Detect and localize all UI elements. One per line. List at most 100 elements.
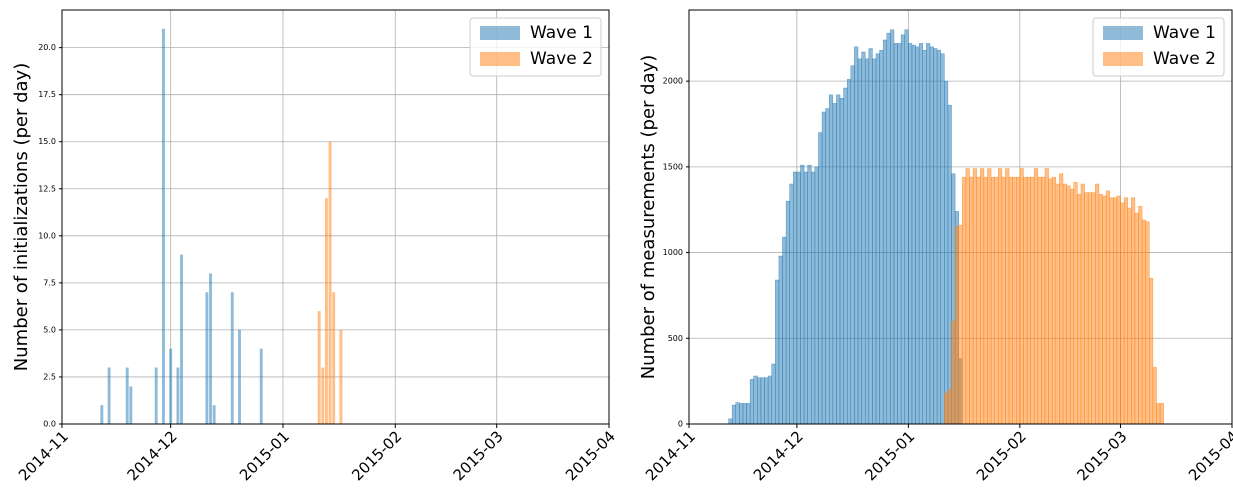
bar [317, 311, 321, 424]
bar [803, 171, 808, 425]
bar [205, 292, 209, 424]
x-tick-label: 2015-01 [861, 427, 918, 484]
bar [1141, 219, 1146, 425]
x-tick-label: 2014-12 [750, 427, 807, 484]
bar [832, 103, 837, 425]
bar [180, 254, 183, 424]
bar [951, 320, 956, 425]
bar [897, 43, 902, 425]
bar [846, 79, 852, 425]
bar [1059, 173, 1064, 425]
bar [811, 171, 816, 425]
bar [918, 43, 923, 425]
bar [1084, 192, 1089, 425]
bar [900, 34, 906, 425]
bar [767, 375, 772, 425]
legend-label: Wave 2 [1153, 49, 1216, 69]
bar [1131, 197, 1136, 425]
bar [775, 279, 780, 425]
bar [238, 329, 241, 424]
bar [1123, 197, 1128, 425]
bar [980, 168, 985, 425]
bar [100, 405, 104, 424]
bar [1105, 190, 1110, 425]
plot-frame [61, 9, 610, 425]
bar [976, 176, 981, 425]
bar [1087, 192, 1093, 425]
bar [154, 367, 158, 424]
bar [886, 32, 891, 425]
x-tick-label: 2015-02 [973, 427, 1030, 484]
bar [1116, 195, 1121, 425]
bar [129, 386, 133, 424]
bar [1055, 183, 1060, 425]
legend-label: Wave 1 [530, 23, 593, 43]
bar [1159, 403, 1164, 425]
bar [749, 379, 754, 425]
x-tick-label: 2015-03 [450, 427, 507, 484]
bar [764, 377, 769, 425]
bar [814, 166, 819, 425]
bar [793, 171, 798, 425]
bar [926, 43, 931, 425]
y-tick-label: 10.0 [38, 231, 56, 240]
bar [1073, 182, 1078, 425]
bar [796, 171, 801, 425]
bar [933, 48, 938, 425]
bar [800, 164, 805, 425]
legend-label: Wave 2 [530, 49, 593, 69]
x-tick-label: 2015-04 [1185, 427, 1233, 484]
bar [771, 363, 776, 425]
bar [864, 58, 870, 425]
bar [778, 255, 783, 425]
y-axis-label: Number of measurements (per day) [638, 55, 659, 380]
bar [735, 402, 740, 425]
y-tick-label: 500 [668, 334, 683, 343]
bar [861, 51, 866, 425]
bar [1012, 176, 1017, 425]
bar [760, 377, 765, 425]
plot: 2014-11 2014-12 2015-01 2015-02 2015-03 2015-… [11, 9, 619, 484]
bar [893, 43, 898, 425]
bar [879, 50, 884, 425]
bar [1098, 194, 1103, 425]
bar [990, 176, 995, 425]
bar [836, 94, 841, 425]
bar [1109, 197, 1114, 425]
bar [328, 141, 332, 424]
bar [854, 46, 859, 425]
bar [994, 176, 999, 425]
bar [987, 168, 992, 425]
bar [972, 168, 977, 425]
bar [890, 29, 895, 425]
bar [998, 168, 1003, 425]
legend-label: Wave 1 [1153, 23, 1216, 43]
bar [807, 164, 812, 425]
bar [868, 48, 873, 425]
bar [209, 273, 212, 424]
bar [321, 367, 325, 424]
bar [1069, 188, 1075, 425]
bar [969, 176, 974, 425]
bar [882, 39, 888, 425]
y-tick-label: 20.0 [38, 43, 56, 52]
bar [875, 53, 880, 425]
bar [825, 108, 830, 425]
bar [929, 46, 934, 425]
x-tick-label: 2014-12 [124, 427, 181, 484]
bar [818, 132, 823, 425]
y-tick-label: 2.5 [43, 372, 56, 381]
bar [983, 176, 988, 425]
bar [728, 418, 733, 425]
bar [1033, 168, 1039, 425]
bar [789, 183, 794, 425]
bar [753, 375, 758, 425]
bar [1152, 367, 1157, 425]
bar [1008, 176, 1013, 425]
x-tick-label: 2015-03 [1073, 427, 1130, 484]
bar [1095, 183, 1100, 425]
bar [1145, 221, 1150, 425]
bar [782, 236, 787, 425]
bar [857, 58, 862, 425]
